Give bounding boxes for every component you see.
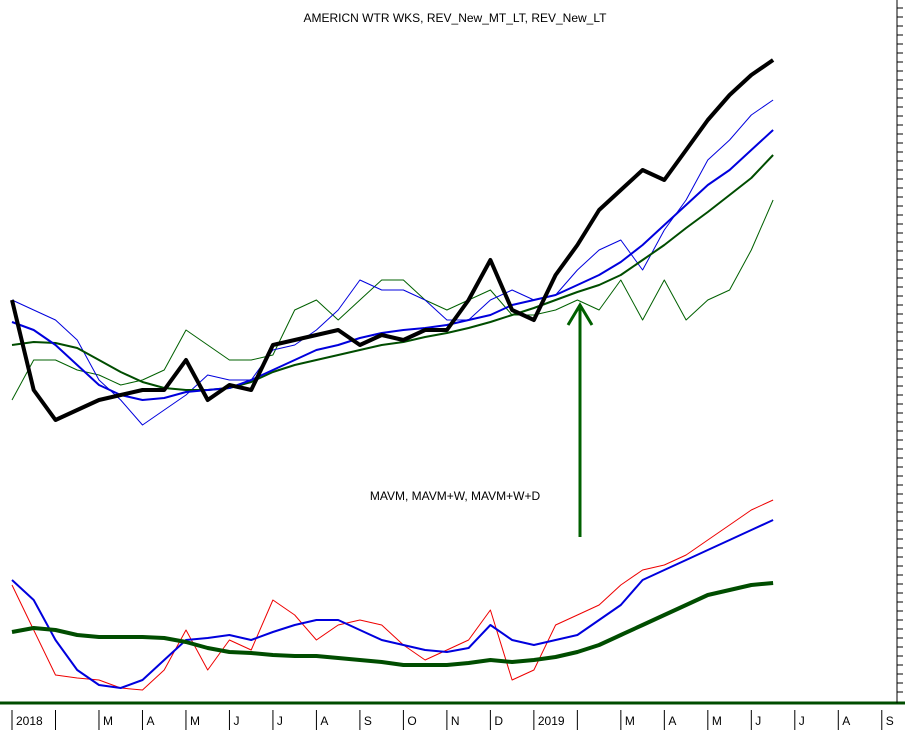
x-tick-label: M [103,714,113,728]
x-tick-label: S [886,714,894,728]
x-tick-label: 2019 [538,714,565,728]
x-tick-label: M [625,714,635,728]
x-tick-label: A [320,714,328,728]
series-line [11,519,774,689]
series-line [11,129,774,401]
x-tick-label: J [755,714,761,728]
x-tick-label: A [842,714,850,728]
x-tick-label: O [407,714,416,728]
x-tick-label: M [190,714,200,728]
right-ticks [897,7,903,693]
x-tick-label: N [451,714,460,728]
series-line [11,99,774,426]
series-line [10,58,775,422]
x-tick-label: J [233,714,239,728]
series-line [11,154,774,391]
x-tick-label: J [799,714,805,728]
x-tick-label: D [494,714,503,728]
x-tick-label: A [146,714,154,728]
series-line [11,499,774,691]
x-tick-label: M [712,714,722,728]
arrow [566,302,594,537]
x-tick-label: J [277,714,283,728]
chart-title: AMERICN WTR WKS, REV_New_MT_LT, REV_New_… [304,11,608,25]
x-tick-label: S [364,714,372,728]
x-tick-label: 2018 [16,714,43,728]
annotation: MAVM, MAVM+W, MAVM+W+D [370,489,541,503]
x-tick-label: A [668,714,676,728]
series-line [11,581,774,667]
